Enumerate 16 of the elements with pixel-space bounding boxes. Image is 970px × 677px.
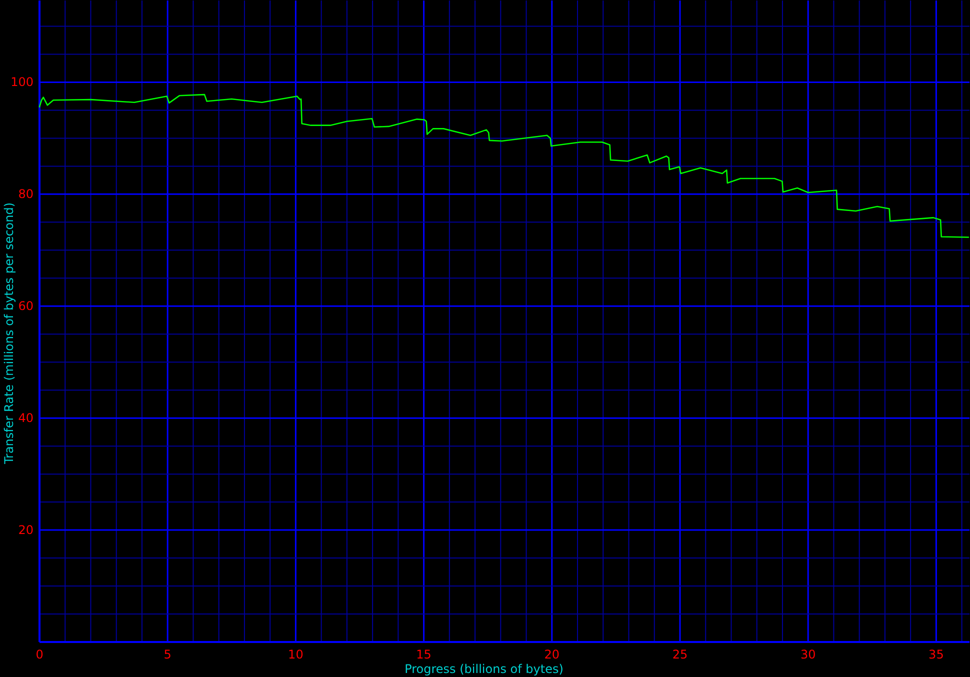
- x-tick-label: 15: [416, 648, 432, 662]
- x-tick-label: 20: [544, 648, 560, 662]
- x-axis-title: Progress (billions of bytes): [404, 662, 564, 676]
- x-tick-label: 35: [928, 648, 944, 662]
- x-tick-label: 10: [288, 648, 304, 662]
- x-tick-label: 0: [36, 648, 44, 662]
- x-tick-label: 25: [672, 648, 688, 662]
- y-tick-label: 80: [18, 187, 34, 202]
- x-tick-label: 30: [800, 648, 816, 662]
- y-tick-label: 40: [18, 410, 34, 425]
- y-tick-label: 20: [18, 522, 34, 537]
- x-tick-label: 5: [164, 648, 172, 662]
- y-tick-label: 60: [18, 298, 34, 313]
- y-axis-title: Transfer Rate (millions of bytes per second): [2, 202, 16, 466]
- line-series: [38, 94, 970, 238]
- y-tick-label: 100: [10, 75, 34, 90]
